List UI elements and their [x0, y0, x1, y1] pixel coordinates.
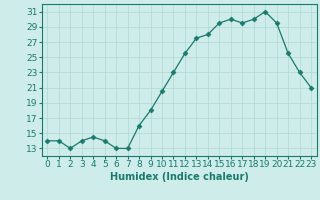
X-axis label: Humidex (Indice chaleur): Humidex (Indice chaleur) [110, 172, 249, 182]
